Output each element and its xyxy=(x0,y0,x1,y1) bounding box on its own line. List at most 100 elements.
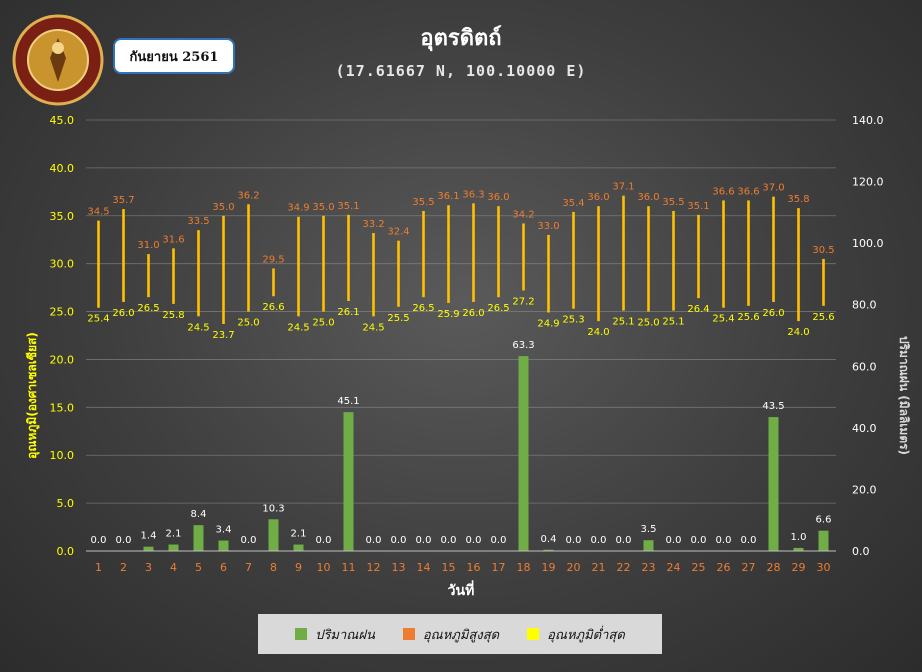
min-temp-label: 26.6 xyxy=(262,302,284,313)
temp-range-bar xyxy=(422,210,425,298)
temp-range-bar xyxy=(372,233,375,317)
x-tick-label: 30 xyxy=(817,561,831,574)
x-tick-label: 6 xyxy=(220,561,227,574)
y-right-tick-label: 0.0 xyxy=(852,545,870,558)
rain-data-label: 3.5 xyxy=(641,524,657,535)
min-temp-label: 25.8 xyxy=(162,310,184,321)
max-temp-label: 33.5 xyxy=(187,216,209,227)
legend-swatch-min-temp xyxy=(527,628,540,640)
temp-range-bar xyxy=(347,214,350,302)
temp-range-bar xyxy=(622,195,625,311)
min-temp-label: 26.5 xyxy=(412,303,434,314)
y-right-tick-label: 40.0 xyxy=(852,422,877,435)
temp-range-bar xyxy=(497,206,500,298)
rain-data-label: 0.0 xyxy=(91,535,107,546)
legend-item-max-temp: อุณหภูมิสูงสุด xyxy=(402,624,500,645)
x-tick-label: 9 xyxy=(295,561,302,574)
min-temp-label: 25.0 xyxy=(312,318,334,329)
max-temp-label: 36.3 xyxy=(462,189,484,200)
min-temp-label: 24.5 xyxy=(287,322,309,333)
rain-bar xyxy=(268,519,279,551)
x-tick-label: 2 xyxy=(120,561,127,574)
x-tick-label: 28 xyxy=(767,561,781,574)
min-temp-label: 26.5 xyxy=(487,303,509,314)
tmd-logo xyxy=(12,14,104,106)
y-right-tick-label: 80.0 xyxy=(852,299,877,312)
y-right-axis-title: ปริมาณฝน (มิลลิเมตร) xyxy=(897,336,911,455)
y-right-tick-label: 100.0 xyxy=(852,237,884,250)
rain-data-label: 0.0 xyxy=(616,535,632,546)
rain-bar xyxy=(168,544,179,551)
max-temp-label: 32.4 xyxy=(387,227,409,238)
legend-label-min-temp: อุณหภูมิต่ำสุด xyxy=(547,627,625,643)
chart-subtitle: (17.61667 N, 100.10000 E) xyxy=(335,62,587,80)
y-left-tick-label: 45.0 xyxy=(50,114,75,127)
y-left-tick-label: 10.0 xyxy=(50,449,75,462)
max-temp-label: 37.0 xyxy=(762,183,784,194)
temp-range-bar xyxy=(197,230,200,317)
rain-data-label: 1.0 xyxy=(791,532,807,543)
x-tick-label: 10 xyxy=(317,561,331,574)
temp-range-bar xyxy=(647,206,650,312)
x-tick-label: 16 xyxy=(467,561,481,574)
x-tick-label: 11 xyxy=(342,561,356,574)
min-temp-label: 26.1 xyxy=(337,307,359,318)
y-left-tick-label: 30.0 xyxy=(50,258,75,271)
min-temp-label: 25.4 xyxy=(87,314,109,325)
max-temp-label: 36.1 xyxy=(437,191,459,202)
min-temp-label: 25.5 xyxy=(387,313,409,324)
month-label: กันยายน 2561 xyxy=(113,38,235,74)
y-right-tick-label: 140.0 xyxy=(852,114,884,127)
max-temp-label: 35.0 xyxy=(312,202,334,213)
legend-item-min-temp: อุณหภูมิต่ำสุด xyxy=(527,624,625,645)
x-tick-label: 21 xyxy=(592,561,606,574)
max-temp-label: 34.2 xyxy=(512,209,534,220)
min-temp-label: 26.0 xyxy=(762,308,784,319)
rain-bar xyxy=(518,356,529,551)
rain-data-label: 0.0 xyxy=(316,535,332,546)
max-temp-label: 30.5 xyxy=(812,245,834,256)
max-temp-label: 33.2 xyxy=(362,219,384,230)
min-temp-label: 25.1 xyxy=(662,317,684,328)
x-tick-label: 4 xyxy=(170,561,177,574)
max-temp-label: 29.5 xyxy=(262,254,284,265)
rain-bar xyxy=(218,540,229,551)
rain-data-label: 0.0 xyxy=(241,535,257,546)
rain-bar xyxy=(543,549,554,551)
y-right-tick-label: 20.0 xyxy=(852,483,877,496)
rain-data-label: 0.0 xyxy=(466,535,482,546)
rain-bars xyxy=(143,356,829,551)
min-temp-label: 25.0 xyxy=(637,318,659,329)
min-temp-label: 25.3 xyxy=(562,315,584,326)
x-tick-label: 3 xyxy=(145,561,152,574)
y-left-tick-label: 0.0 xyxy=(57,545,75,558)
rain-data-label: 43.5 xyxy=(762,401,784,412)
x-tick-label: 22 xyxy=(617,561,631,574)
min-temp-label: 24.0 xyxy=(587,327,609,338)
temp-range-bar xyxy=(222,215,225,325)
max-temp-label: 33.0 xyxy=(537,221,559,232)
temp-range-bar xyxy=(522,223,525,291)
temp-range-bar xyxy=(747,200,750,306)
rain-bar xyxy=(343,412,354,551)
rain-bar xyxy=(293,544,304,551)
min-temp-label: 27.2 xyxy=(512,296,534,307)
rain-bar xyxy=(193,525,204,551)
rain-data-label: 0.0 xyxy=(491,535,507,546)
legend-swatch-max-temp xyxy=(402,628,415,640)
rain-bar xyxy=(793,547,804,551)
max-temp-label: 36.6 xyxy=(712,186,734,197)
x-tick-label: 20 xyxy=(567,561,581,574)
rain-data-label: 0.0 xyxy=(666,535,682,546)
max-temp-label: 35.1 xyxy=(337,201,359,212)
min-temp-label: 25.4 xyxy=(712,314,734,325)
rain-data-label: 0.0 xyxy=(441,535,457,546)
y-left-tick-label: 35.0 xyxy=(50,210,75,223)
rain-data-label: 0.0 xyxy=(391,535,407,546)
rain-bar xyxy=(818,530,829,551)
x-axis-title: วันที่ xyxy=(448,580,475,599)
temp-range-bar xyxy=(122,209,125,302)
rain-data-label: 0.0 xyxy=(566,535,582,546)
legend-label-max-temp: อุณหภูมิสูงสุด xyxy=(422,627,500,643)
